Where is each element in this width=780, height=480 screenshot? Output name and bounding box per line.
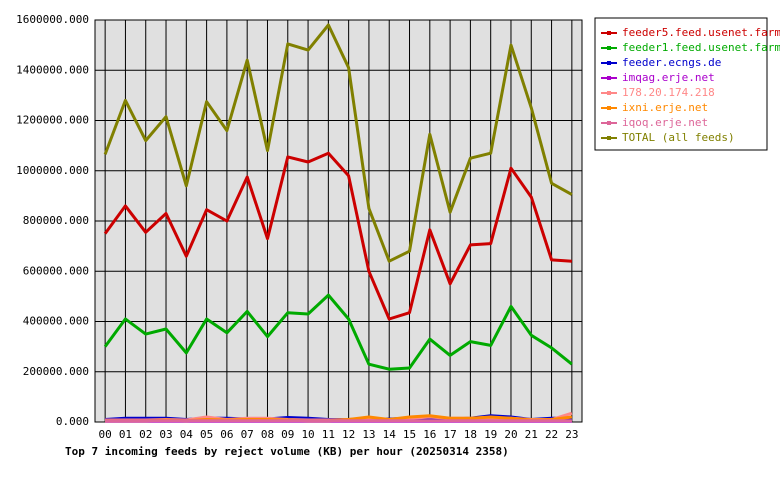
x-tick-label: 14 xyxy=(383,428,397,441)
x-tick-label: 09 xyxy=(281,428,294,441)
y-tick-label: 1000000.000 xyxy=(16,164,89,177)
legend-marker xyxy=(607,31,611,35)
x-tick-label: 13 xyxy=(362,428,375,441)
y-tick-label: 1200000.000 xyxy=(16,114,89,127)
x-tick-label: 23 xyxy=(565,428,578,441)
legend-label: imqag.erje.net xyxy=(622,71,715,84)
x-tick-label: 10 xyxy=(301,428,314,441)
x-tick-label: 18 xyxy=(464,428,477,441)
series-line xyxy=(103,293,573,371)
x-tick-label: 16 xyxy=(423,428,436,441)
x-tick-label: 20 xyxy=(504,428,517,441)
x-tick-label: 01 xyxy=(119,428,132,441)
legend-label: feeder5.feed.usenet.farm xyxy=(622,26,780,39)
x-tick-label: 00 xyxy=(99,428,112,441)
y-tick-label: 400000.000 xyxy=(23,315,89,328)
series-line xyxy=(103,23,573,263)
x-tick-label: 08 xyxy=(261,428,274,441)
x-tick-label: 07 xyxy=(241,428,254,441)
legend-marker xyxy=(607,121,611,125)
legend-label: iqoq.erje.net xyxy=(622,116,708,129)
x-tick-label: 17 xyxy=(443,428,456,441)
x-tick-label: 05 xyxy=(200,428,213,441)
legend-marker xyxy=(607,91,611,95)
x-tick-label: 15 xyxy=(403,428,416,441)
legend-label: TOTAL (all feeds) xyxy=(622,131,735,144)
legend-marker xyxy=(607,106,611,110)
legend-marker xyxy=(607,46,611,50)
x-tick-label: 22 xyxy=(545,428,558,441)
x-tick-label: 03 xyxy=(159,428,172,441)
legend-label: feeder.ecngs.de xyxy=(622,56,721,69)
y-tick-label: 1600000.000 xyxy=(16,13,89,26)
series-line xyxy=(103,151,572,321)
legend-label: 178.20.174.218 xyxy=(622,86,715,99)
legend-marker xyxy=(607,61,611,65)
y-tick-label: 600000.000 xyxy=(23,264,89,277)
x-tick-label: 02 xyxy=(139,428,152,441)
x-tick-label: 19 xyxy=(484,428,497,441)
legend-marker xyxy=(607,136,611,140)
x-tick-label: 21 xyxy=(525,428,538,441)
x-tick-label: 11 xyxy=(322,428,335,441)
legend-label: feeder1.feed.usenet.farm xyxy=(622,41,780,54)
y-tick-label: 200000.000 xyxy=(23,365,89,378)
legend-label: ixni.erje.net xyxy=(622,101,708,114)
legend-marker xyxy=(607,76,611,80)
y-tick-label: 800000.000 xyxy=(23,214,89,227)
legend xyxy=(594,17,768,151)
x-tick-label: 12 xyxy=(342,428,355,441)
y-tick-label: 1400000.000 xyxy=(16,63,89,76)
chart-title: Top 7 incoming feeds by reject volume (K… xyxy=(65,445,509,458)
y-tick-label: 0.000 xyxy=(56,415,89,428)
x-tick-label: 06 xyxy=(220,428,233,441)
x-tick-label: 04 xyxy=(180,428,194,441)
